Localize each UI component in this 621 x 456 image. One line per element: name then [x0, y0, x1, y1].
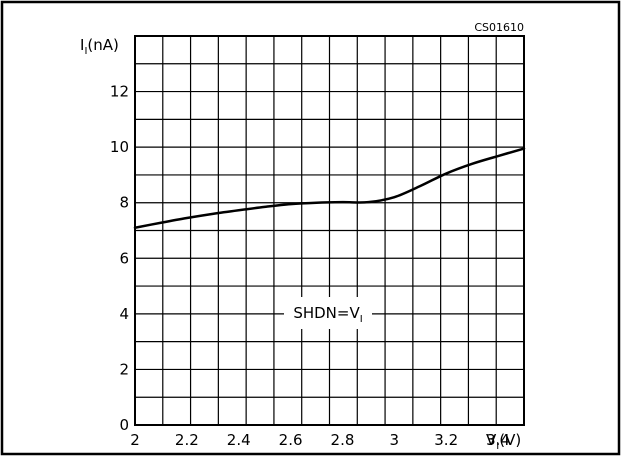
- x-tick-label: 2.8: [331, 431, 355, 449]
- x-tick-label: 3.4: [486, 431, 510, 449]
- svg-text:II(nA): II(nA): [80, 36, 119, 57]
- y-axis-label: II(nA): [80, 36, 119, 57]
- x-tick-label: 3: [390, 431, 400, 449]
- x-axis-label-unit: (V): [499, 431, 521, 449]
- grid: [135, 36, 524, 425]
- y-tick-label: 0: [119, 416, 129, 434]
- x-axis-label-main: V: [486, 431, 497, 449]
- x-tick-label: 2.6: [279, 431, 303, 449]
- y-tick-labels: 0 2 4 6 8 10 12: [110, 83, 129, 434]
- y-tick-label: 8: [119, 194, 129, 212]
- series-line: [133, 147, 526, 229]
- svg-text:VI(V): VI(V): [486, 431, 521, 452]
- y-axis-label-main: I: [80, 36, 84, 54]
- y-tick-label: 2: [119, 360, 129, 378]
- y-axis-label-unit: (nA): [87, 36, 118, 54]
- x-tick-labels: 2 2.2 2.4 2.6 2.8 3 3.2 3.4: [130, 431, 510, 449]
- x-tick-label: 3.2: [434, 431, 458, 449]
- annotation-main: SHDN=V: [293, 304, 360, 322]
- x-tick-label: 2.2: [175, 431, 199, 449]
- y-tick-label: 4: [119, 305, 129, 323]
- x-axis-label: VI(V): [486, 431, 521, 452]
- annotation-sub: I: [360, 314, 363, 325]
- plot-frame: [134, 35, 525, 426]
- y-tick-label: 6: [119, 249, 129, 267]
- y-tick-label: 12: [110, 83, 129, 101]
- x-tick-label: 2.4: [227, 431, 251, 449]
- annotation-box: SHDN=VI: [284, 297, 372, 329]
- y-axis-label-sub: I: [84, 46, 87, 57]
- svg-text:SHDN=VI: SHDN=VI: [293, 304, 362, 325]
- figure-code: CS01610: [474, 21, 524, 34]
- x-axis-label-sub: I: [496, 441, 499, 452]
- x-tick-label: 2: [130, 431, 140, 449]
- y-tick-label: 10: [110, 138, 129, 156]
